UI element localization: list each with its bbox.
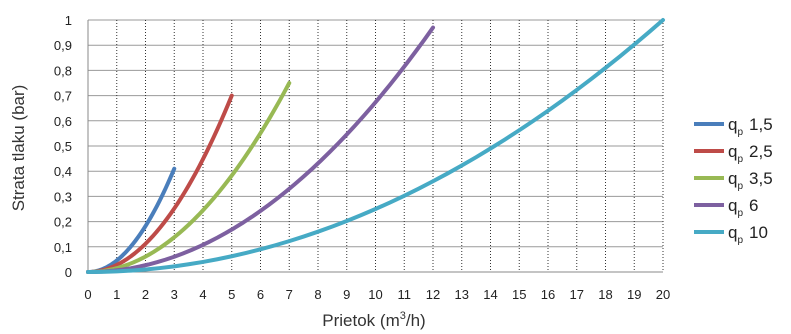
series-line-2-5 — [86, 93, 234, 274]
series-line-6 — [86, 25, 435, 274]
legend-label: qp 2,5 — [728, 142, 773, 165]
x-tick-label: 12 — [426, 287, 440, 302]
y-tick-label: 0,8 — [54, 63, 72, 78]
legend-label: qp 1,5 — [728, 115, 773, 138]
y-tick-label: 0,2 — [54, 215, 72, 230]
legend-item: qp 1,5 — [694, 115, 773, 138]
x-tick-label: 11 — [398, 287, 412, 302]
x-tick-label: 16 — [541, 287, 555, 302]
x-tick-label: 14 — [483, 287, 497, 302]
x-axis-title: Prietok (m3/h) — [322, 310, 425, 330]
x-tick-label: 13 — [455, 287, 469, 302]
y-tick-label: 0,5 — [54, 139, 72, 154]
legend-label: qp 3,5 — [728, 169, 773, 192]
y-tick-label: 0,6 — [54, 114, 72, 129]
x-tick-label: 7 — [286, 287, 293, 302]
y-tick-label: 0,1 — [54, 240, 72, 255]
x-tick-label: 2 — [142, 287, 149, 302]
series-line-10 — [86, 18, 665, 274]
y-tick-label: 0,4 — [54, 164, 72, 179]
y-tick-label: 1 — [65, 13, 72, 28]
x-tick-labels: 0 1 2 3 4 5 6 7 8 9 10 11 12 13 14 15 16 17 18 19 20 — [84, 287, 670, 302]
x-tick-label: 17 — [570, 287, 584, 302]
legend-label: qp 10 — [728, 223, 768, 246]
legend: qp 1,5 qp 2,5 qp 3,5 qp 6 qp 10 — [694, 115, 773, 246]
x-tick-label: 9 — [343, 287, 350, 302]
y-tick-labels: 0 0,1 0,2 0,3 0,4 0,5 0,6 0,7 0,8 0,9 1 — [54, 13, 72, 280]
y-tick-label: 0,7 — [54, 89, 72, 104]
x-tick-label: 3 — [171, 287, 178, 302]
legend-item: qp 2,5 — [694, 142, 773, 165]
legend-item: qp 3,5 — [694, 169, 773, 192]
x-tick-label: 8 — [314, 287, 321, 302]
x-tick-label: 6 — [257, 287, 264, 302]
x-tick-label: 1 — [113, 287, 120, 302]
x-tick-label: 15 — [512, 287, 526, 302]
y-tick-label: 0 — [65, 265, 72, 280]
x-tick-label: 20 — [656, 287, 670, 302]
grid — [87, 19, 664, 273]
y-tick-label: 0,3 — [54, 189, 72, 204]
legend-item: qp 6 — [694, 196, 759, 219]
series-line-3-5 — [86, 81, 292, 274]
x-tick-label: 5 — [228, 287, 235, 302]
x-tick-label: 0 — [84, 287, 91, 302]
series-lines — [86, 18, 665, 274]
x-tick-label: 4 — [199, 287, 206, 302]
legend-item: qp 10 — [694, 223, 768, 246]
y-tick-label: 0,9 — [54, 38, 72, 53]
y-axis-title: Strata tlaku (bar) — [9, 85, 28, 212]
x-tick-label: 19 — [627, 287, 641, 302]
legend-label: qp 6 — [728, 196, 759, 219]
x-tick-label: 18 — [598, 287, 612, 302]
x-tick-label: 10 — [368, 287, 382, 302]
